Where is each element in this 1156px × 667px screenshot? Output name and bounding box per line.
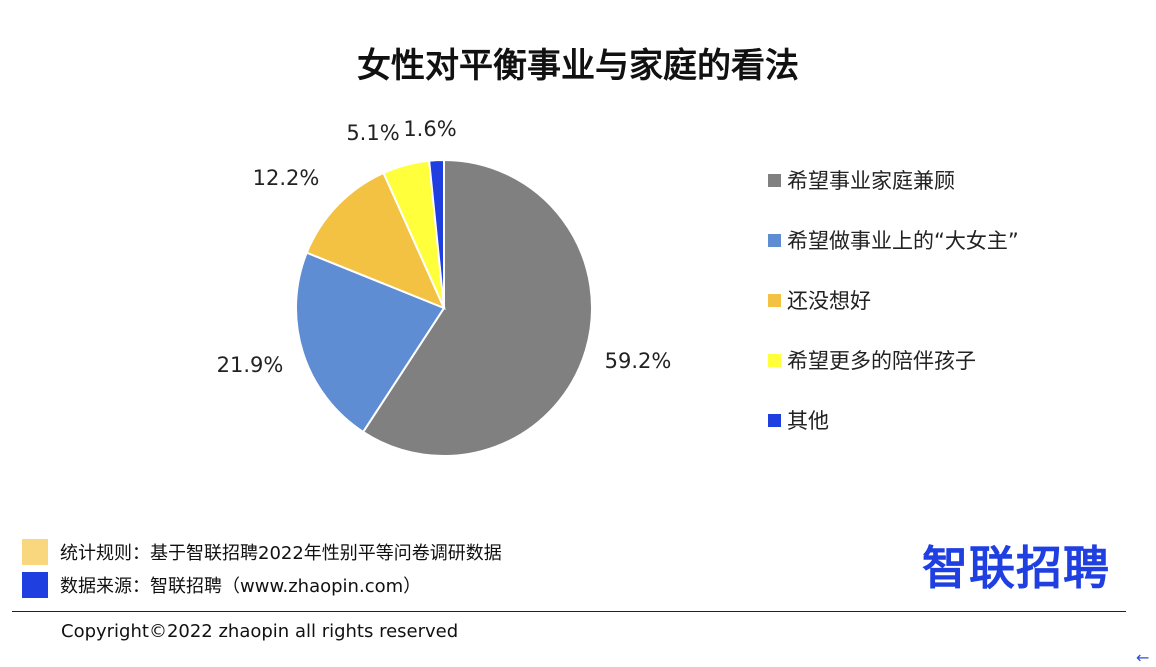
pie-slice: [428, 158, 445, 309]
slice-value-label: 12.2%: [253, 166, 320, 190]
footer-divider: [12, 611, 1126, 612]
note-swatch: [22, 571, 48, 598]
stats-rule-note: 统计规则：基于智联招聘2022年性别平等问卷调研数据: [22, 535, 502, 568]
legend-label: 希望事业家庭兼顾: [787, 169, 955, 193]
legend-swatch: [768, 173, 781, 187]
legend-label: 希望更多的陪伴孩子: [787, 349, 976, 373]
legend-item: 希望事业家庭兼顾: [768, 150, 1019, 210]
pie-value-labels: 59.2% 21.9% 12.2% 5.1% 1.6%: [217, 117, 672, 377]
pie-slice: [295, 251, 446, 434]
note-swatch: [22, 538, 48, 565]
pie-slice: [361, 158, 593, 457]
legend-item: 希望做事业上的“大女主”: [768, 210, 1019, 270]
legend-label: 还没想好: [787, 289, 871, 313]
pie-slices: [295, 158, 593, 457]
legend-label: 其他: [787, 409, 829, 433]
slice-value-label: 21.9%: [217, 353, 284, 377]
legend-swatch: [768, 353, 781, 367]
legend-item: 还没想好: [768, 270, 1019, 330]
legend-swatch: [768, 413, 781, 427]
back-arrow-icon: ←: [1136, 648, 1150, 667]
note-text: 数据来源：智联招聘（www.zhaopin.com）: [60, 575, 422, 597]
slice-value-label: 5.1%: [346, 121, 399, 145]
legend-swatch: [768, 293, 781, 307]
chart-title: 女性对平衡事业与家庭的看法: [357, 46, 799, 86]
slice-value-label: 59.2%: [605, 349, 672, 373]
footer-notes: 统计规则：基于智联招聘2022年性别平等问卷调研数据 数据来源：智联招聘（www…: [22, 535, 502, 601]
pie-chart: 59.2% 21.9% 12.2% 5.1% 1.6%: [217, 117, 672, 457]
data-source-note: 数据来源：智联招聘（www.zhaopin.com）: [22, 568, 502, 601]
legend-item: 希望更多的陪伴孩子: [768, 330, 1019, 390]
pie-slice: [305, 171, 446, 310]
chart-legend: 希望事业家庭兼顾 希望做事业上的“大女主” 还没想好 希望更多的陪伴孩子 其他: [768, 150, 1019, 450]
zhaopin-logo: 智联招聘: [922, 541, 1110, 595]
copyright-text: Copyright©2022 zhaopin all rights reserv…: [61, 621, 459, 642]
slice-value-label: 1.6%: [403, 117, 456, 141]
legend-item: 其他: [768, 390, 1019, 450]
note-text: 统计规则：基于智联招聘2022年性别平等问卷调研数据: [60, 542, 502, 564]
legend-swatch: [768, 233, 781, 247]
legend-label: 希望做事业上的“大女主”: [787, 229, 1019, 253]
